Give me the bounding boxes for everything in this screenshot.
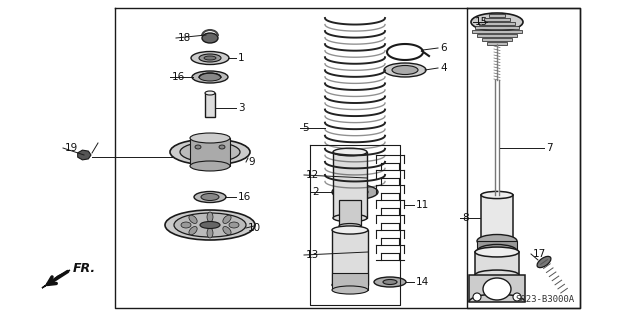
Ellipse shape <box>332 226 368 234</box>
Ellipse shape <box>333 148 367 156</box>
Ellipse shape <box>513 293 521 301</box>
Ellipse shape <box>342 188 368 197</box>
Ellipse shape <box>383 279 397 285</box>
Ellipse shape <box>483 278 511 300</box>
Bar <box>479 22 515 25</box>
Ellipse shape <box>194 191 226 203</box>
Ellipse shape <box>190 133 230 143</box>
Text: S023-B3000A: S023-B3000A <box>516 295 575 305</box>
Text: 5: 5 <box>302 123 308 133</box>
Text: 12: 12 <box>306 170 319 180</box>
Text: 9: 9 <box>248 157 255 167</box>
Ellipse shape <box>392 65 418 75</box>
Ellipse shape <box>332 184 378 199</box>
Ellipse shape <box>332 281 368 289</box>
Ellipse shape <box>204 56 216 60</box>
Bar <box>205 93 215 117</box>
Text: 1: 1 <box>238 53 244 63</box>
Ellipse shape <box>181 222 191 228</box>
Bar <box>472 30 522 33</box>
Bar <box>484 18 510 21</box>
Ellipse shape <box>205 91 215 95</box>
Ellipse shape <box>333 214 367 222</box>
Ellipse shape <box>207 212 213 222</box>
Bar <box>477 34 517 37</box>
Ellipse shape <box>202 33 218 43</box>
Polygon shape <box>77 150 91 160</box>
Text: 11: 11 <box>416 200 429 210</box>
Ellipse shape <box>339 224 361 228</box>
Text: 15: 15 <box>475 17 488 27</box>
Ellipse shape <box>189 226 197 235</box>
Ellipse shape <box>537 256 551 268</box>
Ellipse shape <box>170 139 250 165</box>
Text: 16: 16 <box>238 192 252 202</box>
Text: 13: 13 <box>306 250 319 260</box>
Text: 16: 16 <box>172 72 185 82</box>
Ellipse shape <box>200 221 220 228</box>
Text: 2: 2 <box>312 187 319 197</box>
Bar <box>332 230 368 285</box>
Text: FR.: FR. <box>73 262 96 275</box>
Ellipse shape <box>223 226 231 235</box>
Text: 6: 6 <box>440 43 447 53</box>
Ellipse shape <box>473 293 481 301</box>
Bar <box>475 26 520 29</box>
Ellipse shape <box>477 244 517 257</box>
Ellipse shape <box>229 222 239 228</box>
Text: 14: 14 <box>416 277 429 287</box>
Ellipse shape <box>207 228 213 238</box>
Ellipse shape <box>475 270 519 280</box>
Text: 10: 10 <box>248 223 261 233</box>
Text: 7: 7 <box>546 143 552 153</box>
Ellipse shape <box>332 286 368 294</box>
Ellipse shape <box>384 63 426 77</box>
Ellipse shape <box>190 161 230 171</box>
Text: 3: 3 <box>238 103 244 113</box>
Ellipse shape <box>471 13 523 31</box>
Ellipse shape <box>374 277 406 287</box>
Ellipse shape <box>223 215 231 224</box>
Text: 4: 4 <box>440 63 447 73</box>
Bar <box>333 152 367 218</box>
Bar <box>469 275 525 302</box>
Polygon shape <box>42 270 70 288</box>
Ellipse shape <box>180 142 240 162</box>
Ellipse shape <box>199 54 221 62</box>
Ellipse shape <box>475 247 519 257</box>
Text: 18: 18 <box>178 33 191 43</box>
Ellipse shape <box>174 213 246 237</box>
Bar <box>339 200 361 226</box>
Bar <box>482 38 512 41</box>
Bar <box>475 252 519 275</box>
Bar <box>190 138 230 166</box>
Ellipse shape <box>481 191 513 199</box>
Text: 8: 8 <box>462 213 468 223</box>
Bar <box>477 241 517 251</box>
Ellipse shape <box>199 73 221 81</box>
Ellipse shape <box>201 194 219 201</box>
Bar <box>486 42 508 45</box>
Ellipse shape <box>481 241 513 249</box>
Text: 19: 19 <box>65 143 78 153</box>
Bar <box>332 273 368 290</box>
Ellipse shape <box>477 234 517 248</box>
Bar <box>481 195 513 245</box>
Ellipse shape <box>189 215 197 224</box>
Ellipse shape <box>195 145 201 149</box>
Ellipse shape <box>191 51 229 64</box>
Text: 17: 17 <box>533 249 547 259</box>
Ellipse shape <box>165 210 255 240</box>
Ellipse shape <box>219 145 225 149</box>
Bar <box>489 14 505 17</box>
Ellipse shape <box>192 71 228 83</box>
